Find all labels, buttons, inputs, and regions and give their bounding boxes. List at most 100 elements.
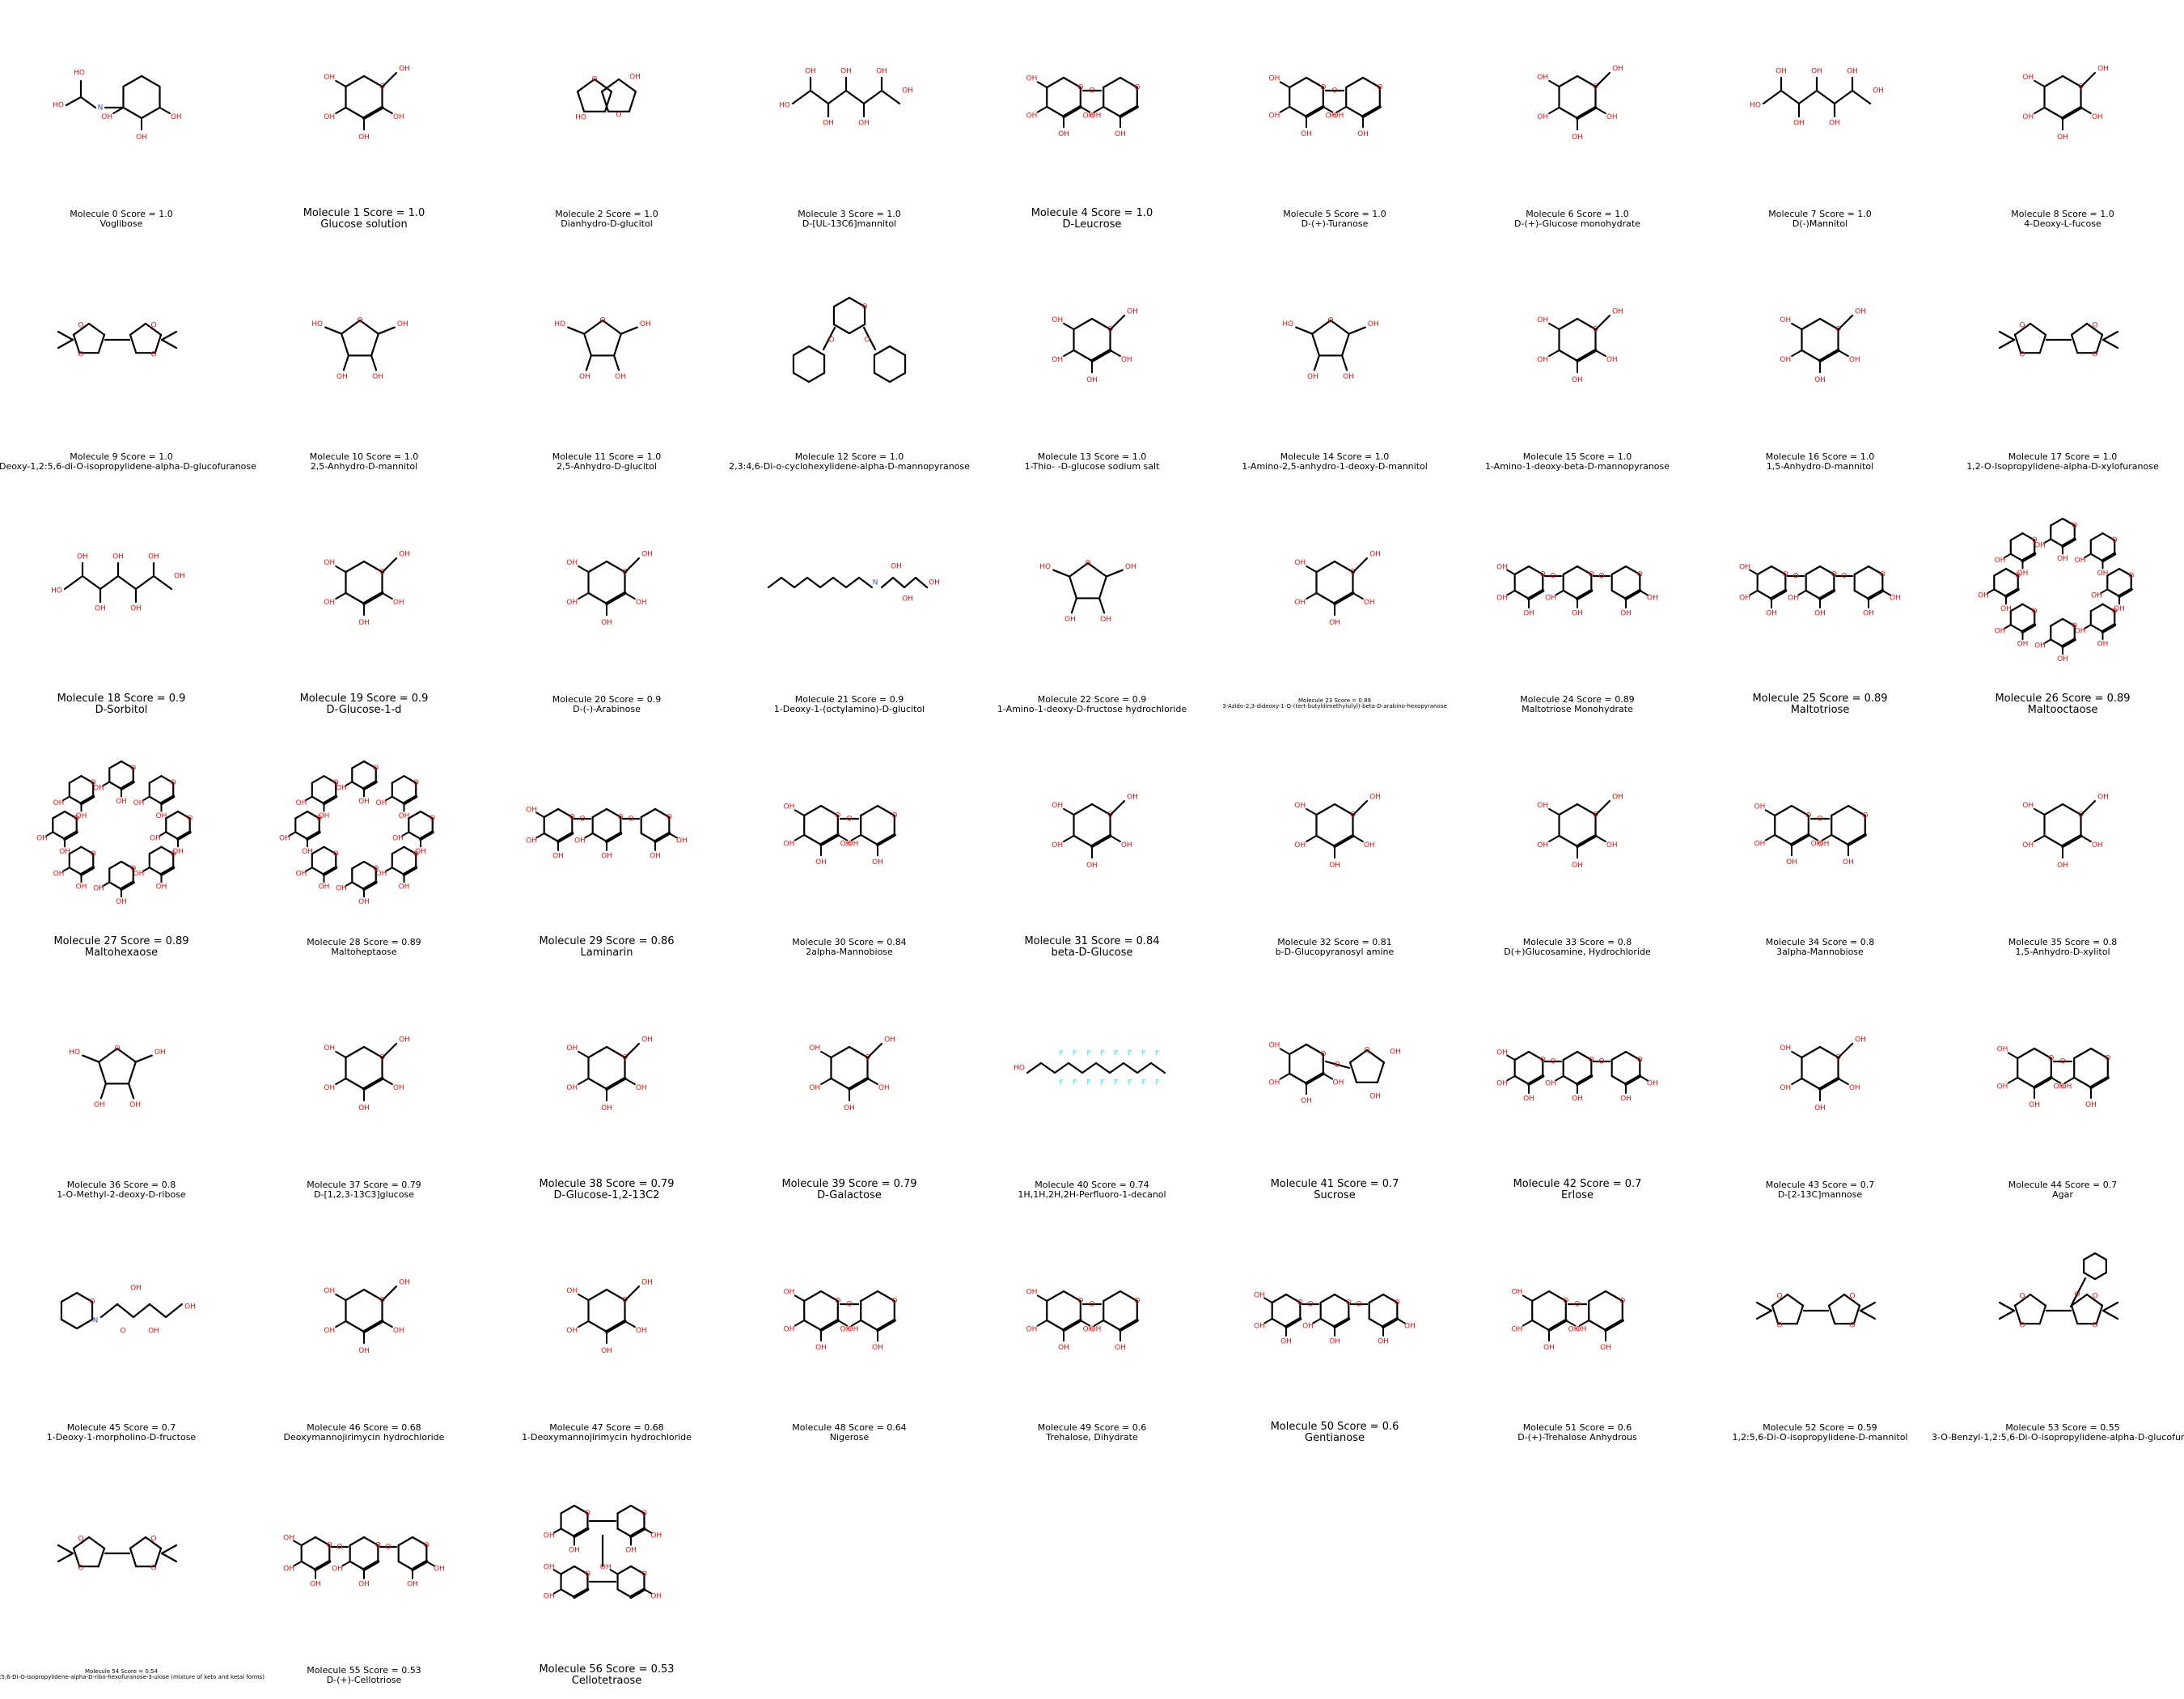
molecule-score-label: Molecule 25 Score = 0.89	[1752, 693, 1888, 705]
svg-text:OH: OH	[1052, 841, 1063, 850]
svg-text:O: O	[74, 815, 79, 823]
svg-text:OH: OH	[1115, 1344, 1126, 1352]
svg-text:OH: OH	[2097, 794, 2109, 802]
svg-text:O: O	[1085, 560, 1090, 568]
svg-text:O: O	[357, 317, 362, 325]
molecule-caption: Molecule 1 Score = 1.0 Glucose solution	[233, 208, 495, 230]
svg-text:OH: OH	[1766, 610, 1777, 618]
svg-text:O: O	[1598, 1058, 1604, 1066]
svg-text:OH: OH	[2034, 642, 2046, 650]
svg-text:O: O	[2019, 322, 2025, 330]
svg-text:HO: HO	[51, 587, 62, 595]
svg-text:OH: OH	[358, 1347, 370, 1355]
svg-text:OH: OH	[1814, 610, 1826, 618]
molecule-score-label: Molecule 5 Score = 1.0	[1283, 209, 1386, 219]
molecule-cell: O OH OH OH OH O OH OH O Molecule 44 Score = 0.7 Ag…	[1941, 971, 2184, 1214]
molecule-caption: Molecule 40 Score = 0.74 1H,1H,2H,2H-Perf…	[961, 1180, 1223, 1199]
molecule-name: Sucrose	[1314, 1188, 1356, 1201]
svg-text:OH: OH	[129, 1101, 141, 1109]
svg-text:OH: OH	[1329, 862, 1340, 870]
molecule-cell: O OH OH OH O OH OH O OH OH O O Molecule 29 Score = 0…	[485, 728, 728, 971]
svg-text:OH: OH	[1523, 610, 1534, 618]
svg-text:O: O	[91, 850, 96, 858]
molecule-caption: Molecule 20 Score = 0.9 D-(-)-Arabinose	[476, 695, 738, 714]
molecule-structure: O OH HO OH OH	[1282, 317, 1379, 381]
svg-text:O: O	[1395, 1299, 1400, 1307]
svg-text:OH: OH	[650, 853, 661, 861]
svg-text:O: O	[327, 1542, 332, 1550]
svg-text:OH: OH	[1294, 599, 1306, 607]
svg-text:O: O	[835, 812, 840, 820]
svg-text:OH: OH	[336, 785, 347, 793]
svg-text:OH: OH	[872, 858, 883, 866]
molecule-cell: OOHOHOHOHOHMolecule 33 Score = 0.8D(+)Gl…	[1456, 728, 1699, 971]
svg-text:F: F	[1128, 1050, 1132, 1058]
svg-text:OH: OH	[76, 883, 87, 892]
svg-text:HO: HO	[53, 102, 64, 110]
molecule-name: Laminarin	[580, 946, 633, 959]
svg-text:OH: OH	[392, 835, 404, 843]
molecule-score-label: Molecule 49 Score = 0.6	[1037, 1422, 1147, 1433]
molecule-cell: OOHOHOHOHOHMolecule 20 Score = 0.9D-(-)-…	[485, 485, 728, 728]
svg-text:OH: OH	[2075, 627, 2086, 635]
molecule-name: 2,5-Anhydro-D-mannitol	[310, 460, 418, 472]
svg-text:OH: OH	[1612, 794, 1623, 802]
molecule-score-label: Molecule 38 Score = 0.79	[539, 1178, 675, 1190]
molecule-caption: Molecule 36 Score = 0.8 1-O-Methyl-2-deox…	[0, 1180, 252, 1199]
svg-text:OH: OH	[641, 551, 653, 559]
svg-text:F: F	[1128, 1079, 1132, 1087]
svg-text:OH: OH	[1855, 1036, 1866, 1044]
molecule-structure: O OH HO OH OH	[554, 317, 651, 381]
svg-text:OH: OH	[1512, 1289, 1523, 1297]
molecule-score-label: Molecule 7 Score = 1.0	[1768, 209, 1872, 219]
svg-text:O: O	[569, 814, 575, 822]
molecule-caption: Molecule 54 Score = 0.54 1,2:5,6-Di-O-iso…	[0, 1668, 265, 1681]
molecule-score-label: Molecule 44 Score = 0.7	[2008, 1180, 2118, 1190]
svg-text:OH: OH	[283, 1566, 294, 1574]
svg-text:OH: OH	[302, 848, 313, 856]
svg-text:F: F	[1114, 1079, 1118, 1087]
svg-text:OH: OH	[76, 812, 87, 820]
svg-text:OH: OH	[784, 1289, 795, 1297]
molecule-caption: Molecule 49 Score = 0.6 Trehalose, Dihydr…	[961, 1423, 1223, 1442]
svg-text:O: O	[2015, 572, 2021, 580]
svg-text:O: O	[78, 1536, 83, 1544]
svg-text:OH: OH	[2022, 74, 2034, 82]
molecule-cell: OOHOHOHOHOHMolecule 35 Score = 0.81,5-An…	[1941, 728, 2184, 971]
svg-text:O: O	[1637, 1057, 1643, 1065]
svg-text:OH: OH	[2092, 113, 2103, 121]
molecule-cell: O O O O Molecule 9 Score = 1.0 3-Deoxy-1,2:5,…	[0, 243, 256, 485]
svg-text:OH: OH	[1026, 112, 1038, 120]
svg-text:OH: OH	[1512, 1325, 1523, 1333]
svg-text:OH: OH	[434, 1566, 445, 1574]
svg-text:OH: OH	[1390, 1049, 1401, 1057]
molecule-cell: O OH OH OH O OH OH O OH OH O O Molecule 50 Score = 0…	[1213, 1214, 1456, 1456]
svg-text:O: O	[333, 779, 339, 787]
molecule-name: Gentianose	[1305, 1431, 1365, 1444]
molecule-score-label: Molecule 10 Score = 1.0	[309, 451, 419, 462]
molecule-cell: O OH OH OH OH O OH OH O Molecule 51 Score = 0.6 D-…	[1456, 1214, 1699, 1456]
svg-text:O: O	[641, 1510, 647, 1518]
svg-text:OH: OH	[1855, 308, 1866, 316]
svg-text:OH: OH	[150, 835, 161, 843]
molecule-score-label: Molecule 23 Score = 0.89	[1298, 697, 1371, 704]
molecule-cell: O O O O Molecule 17 Score = 1.0 1,2-O-Isoprop…	[1941, 243, 2184, 485]
svg-text:OH: OH	[336, 373, 348, 381]
molecule-caption: Molecule 14 Score = 1.0 1-Amino-2,5-anhyd…	[1204, 452, 1466, 471]
molecule-structure: HO OH OH OH OH OH OH	[779, 68, 913, 128]
svg-text:OH: OH	[1754, 840, 1766, 848]
svg-text:OH: OH	[1083, 112, 1094, 120]
svg-text:OH: OH	[848, 1325, 859, 1333]
molecule-score-label: Molecule 34 Score = 0.8	[1765, 937, 1875, 947]
svg-text:OH: OH	[1368, 320, 1379, 328]
svg-text:OH: OH	[1364, 599, 1375, 607]
molecule-score-label: Molecule 21 Score = 0.9	[794, 694, 904, 705]
svg-text:OH: OH	[324, 599, 335, 607]
molecule-score-label: Molecule 3 Score = 1.0	[798, 209, 901, 219]
